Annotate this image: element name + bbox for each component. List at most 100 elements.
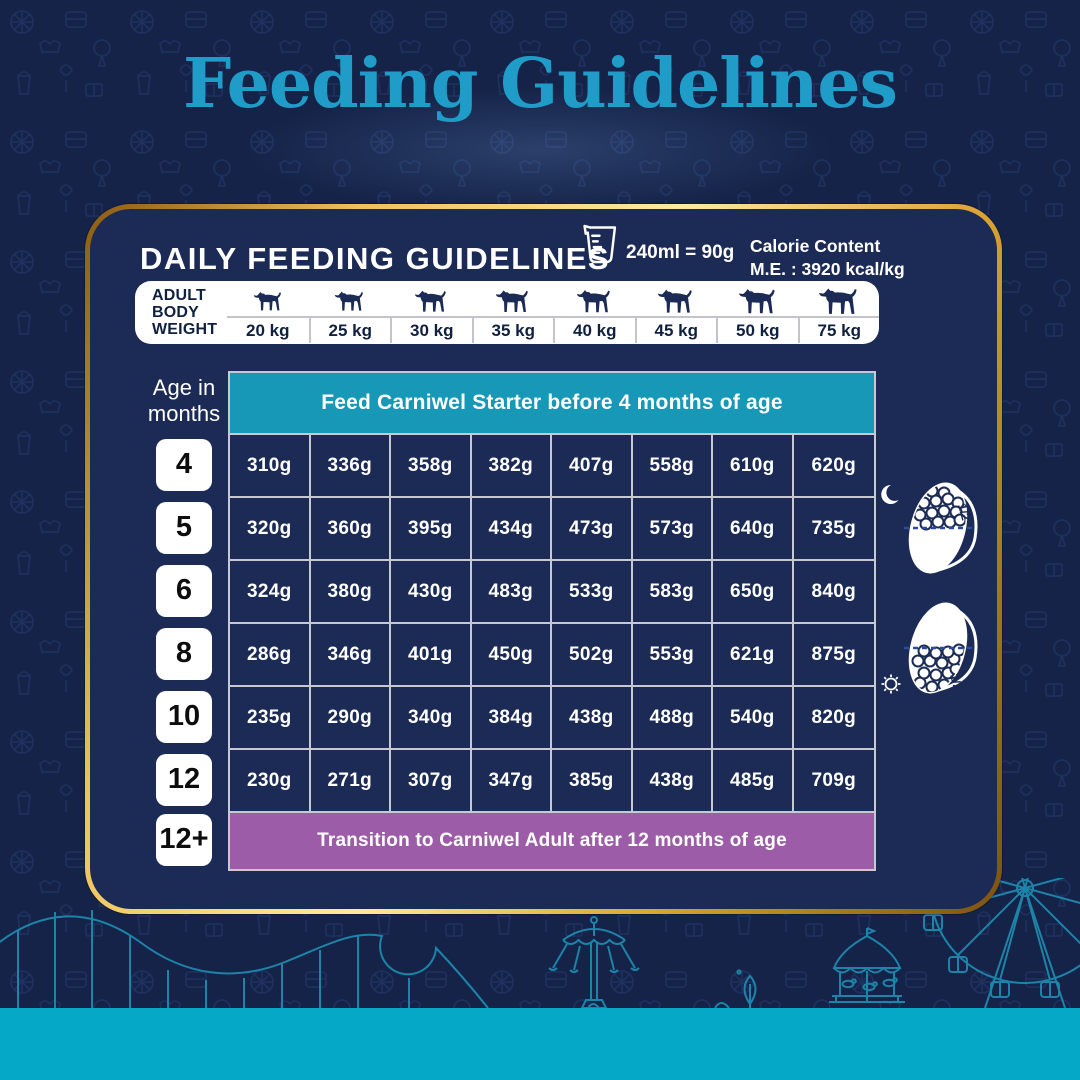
carousel-art — [829, 927, 905, 1003]
feed-amount-cell: 336g — [310, 435, 391, 498]
feed-amount-cell: 382g — [471, 435, 552, 498]
calorie-line1: Calorie Content — [750, 236, 881, 256]
weight-value: 45 kg — [634, 316, 716, 343]
weight-header-label: ADULT BODY WEIGHT — [152, 287, 218, 338]
feed-amount-cell: 358g — [391, 435, 472, 498]
age-box: 12 — [156, 753, 212, 806]
dog-icon — [553, 281, 635, 316]
measuring-cup-icon — [583, 224, 617, 264]
dog-icon — [472, 281, 554, 316]
feed-amount-cell: 346g — [310, 624, 391, 687]
feed-amount-cell: 473g — [552, 498, 633, 561]
feed-amount-cell: 650g — [713, 561, 794, 624]
feed-amount-cell: 380g — [310, 561, 391, 624]
day-bowl: 1/2 — [881, 602, 978, 694]
roller-coaster-art — [0, 910, 489, 1009]
dog-icon — [635, 281, 717, 316]
feed-amount-cell: 230g — [230, 750, 311, 813]
dog-icon — [309, 281, 391, 316]
feed-amount-cell: 610g — [713, 435, 794, 498]
weight-value: 20 kg — [227, 316, 309, 343]
feeding-table: Feed Carniwel Starter before 4 months of… — [228, 371, 876, 871]
moon-icon — [881, 484, 899, 504]
feed-amount-cell: 502g — [552, 624, 633, 687]
swing-ride-art — [548, 916, 640, 1009]
dog-icon — [390, 281, 472, 316]
feed-amount-cell: 324g — [230, 561, 311, 624]
age-header: Age in months — [147, 375, 221, 426]
feed-amount-cell: 320g — [230, 498, 311, 561]
feed-amount-cell: 430g — [391, 561, 472, 624]
feed-amount-cell: 540g — [713, 687, 794, 750]
feed-amount-cell: 620g — [793, 435, 874, 498]
weight-value: 30 kg — [390, 316, 472, 343]
feed-amount-cell: 709g — [793, 750, 874, 813]
age-box: 8 — [156, 627, 212, 680]
age-column: Age in months 4 5 6 8 10 12 12+ — [142, 371, 226, 868]
age-box: 12+ — [156, 813, 212, 866]
feed-amount-cell: 438g — [632, 750, 713, 813]
dog-icon — [227, 281, 309, 316]
sun-icon — [881, 674, 901, 694]
weight-value: 75 kg — [797, 316, 879, 343]
feed-amount-cell: 840g — [793, 561, 874, 624]
night-bowl: 1/2 — [881, 482, 978, 574]
age-box: 10 — [156, 690, 212, 743]
bowl-fraction-label: 1/2 — [955, 502, 973, 522]
calorie-content: Calorie Content M.E. : 3920 kcal/kg — [750, 235, 905, 281]
page-title: Feeding Guidelines — [183, 44, 898, 124]
age-box: 4 — [156, 438, 212, 491]
ferris-gondolas — [923, 914, 1060, 998]
weight-value: 50 kg — [716, 316, 798, 343]
weight-header-bar: ADULT BODY WEIGHT 20 kg 25 kg 30 kg 35 k… — [135, 281, 879, 344]
bowl-fraction-label: 1/2 — [947, 672, 965, 692]
feed-amount-cell: 488g — [632, 687, 713, 750]
feed-amount-cell: 735g — [793, 498, 874, 561]
calorie-line2: M.E. : 3920 kcal/kg — [750, 259, 905, 279]
guidelines-card-inner: DAILY FEEDING GUIDELINES 240ml = 90g Cal… — [90, 209, 997, 909]
feed-amount-cell: 384g — [471, 687, 552, 750]
weight-value: 35 kg — [471, 316, 553, 343]
guidelines-card: DAILY FEEDING GUIDELINES 240ml = 90g Cal… — [85, 204, 1002, 914]
feed-amount-cell: 360g — [310, 498, 391, 561]
feed-amount-cell: 271g — [310, 750, 391, 813]
feed-amount-cell: 640g — [713, 498, 794, 561]
feed-amount-cell: 347g — [471, 750, 552, 813]
feed-amount-cell: 573g — [632, 498, 713, 561]
feed-amount-cell: 450g — [471, 624, 552, 687]
feed-amount-cell: 483g — [471, 561, 552, 624]
dog-icon — [798, 281, 880, 316]
age-box: 5 — [156, 501, 212, 554]
feed-amount-cell: 401g — [391, 624, 472, 687]
feed-amount-cell: 310g — [230, 435, 311, 498]
feed-amount-cell: 875g — [793, 624, 874, 687]
feed-amount-cell: 533g — [552, 561, 633, 624]
feed-amount-cell: 485g — [713, 750, 794, 813]
feed-amount-cell: 235g — [230, 687, 311, 750]
measure-text: 240ml = 90g — [626, 242, 735, 263]
feed-amount-cell: 307g — [391, 750, 472, 813]
feed-amount-cell: 438g — [552, 687, 633, 750]
measure-equivalence: 240ml = 90g — [582, 223, 734, 267]
feed-amount-cell: 558g — [632, 435, 713, 498]
feed-amount-cell: 340g — [391, 687, 472, 750]
feeding-bowls: 1/2 — [878, 479, 993, 701]
card-heading: DAILY FEEDING GUIDELINES — [140, 241, 611, 276]
bottom-accent-bar — [0, 1008, 1080, 1080]
weight-columns: 20 kg 25 kg 30 kg 35 kg 40 kg 45 kg 50 k… — [227, 281, 879, 344]
feed-amount-cell: 820g — [793, 687, 874, 750]
feed-amount-cell: 553g — [632, 624, 713, 687]
feed-amount-cell: 290g — [310, 687, 391, 750]
starter-banner: Feed Carniwel Starter before 4 months of… — [230, 373, 874, 435]
feed-amount-cell: 583g — [632, 561, 713, 624]
adult-banner: Transition to Carniwel Adult after 12 mo… — [230, 813, 874, 869]
feed-amount-cell: 434g — [471, 498, 552, 561]
weight-value: 25 kg — [308, 316, 390, 343]
amusement-park-art — [0, 878, 1080, 1009]
age-box: 6 — [156, 564, 212, 617]
feed-amount-cell: 286g — [230, 624, 311, 687]
weight-value: 40 kg — [553, 316, 635, 343]
tree-art — [587, 969, 757, 1009]
feed-amount-cell: 385g — [552, 750, 633, 813]
feed-amount-cell: 395g — [391, 498, 472, 561]
